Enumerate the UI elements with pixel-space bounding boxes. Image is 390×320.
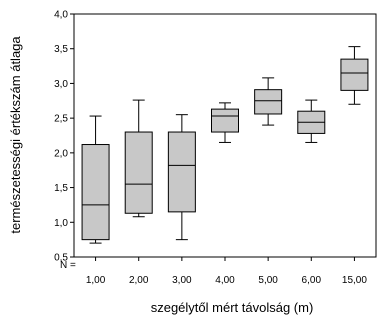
y-tick-label: 3,5 bbox=[54, 44, 68, 55]
y-tick-label: 4,0 bbox=[54, 10, 68, 21]
box-iqr bbox=[124, 131, 153, 214]
boxes bbox=[81, 46, 369, 244]
box-2 bbox=[124, 99, 153, 218]
box-1 bbox=[81, 115, 110, 244]
box-iqr bbox=[211, 108, 239, 133]
x-tick-label: 15,00 bbox=[342, 275, 367, 286]
box-iqr bbox=[167, 131, 196, 213]
box-4 bbox=[211, 102, 239, 143]
y-axis: 0,5 1,0 1,5 2,0 2,5 3,0 3,5 4,0 bbox=[54, 10, 74, 264]
y-tick-label: 2,0 bbox=[54, 148, 68, 159]
box-iqr bbox=[81, 144, 110, 241]
x-tick-label: 6,00 bbox=[302, 275, 322, 286]
box-6 bbox=[297, 99, 326, 143]
x-axis: 1,00 2,00 3,00 4,00 5,00 6,00 15,00 bbox=[86, 257, 367, 286]
box-iqr bbox=[340, 58, 369, 91]
y-tick-label: 1,0 bbox=[54, 218, 68, 229]
x-tick-label: 5,00 bbox=[258, 275, 278, 286]
y-axis-title: természetességi értékszám átlaga bbox=[8, 36, 23, 234]
box-5 bbox=[254, 77, 283, 126]
box-iqr bbox=[254, 89, 283, 115]
x-tick-label: 3,00 bbox=[172, 275, 192, 286]
x-tick-label: 4,00 bbox=[215, 275, 235, 286]
y-tick-label: 1,5 bbox=[54, 183, 68, 194]
x-tick-label: 1,00 bbox=[86, 275, 106, 286]
box-3 bbox=[167, 114, 196, 241]
n-label: N = bbox=[60, 260, 76, 271]
x-axis-title: szegélytől mért távolság (m) bbox=[151, 300, 314, 315]
y-tick-label: 2,5 bbox=[54, 114, 68, 125]
y-tick-label: 0,5 bbox=[54, 253, 68, 264]
box-7 bbox=[340, 46, 369, 105]
y-tick-label: 3,0 bbox=[54, 79, 68, 90]
x-tick-label: 2,00 bbox=[129, 275, 149, 286]
